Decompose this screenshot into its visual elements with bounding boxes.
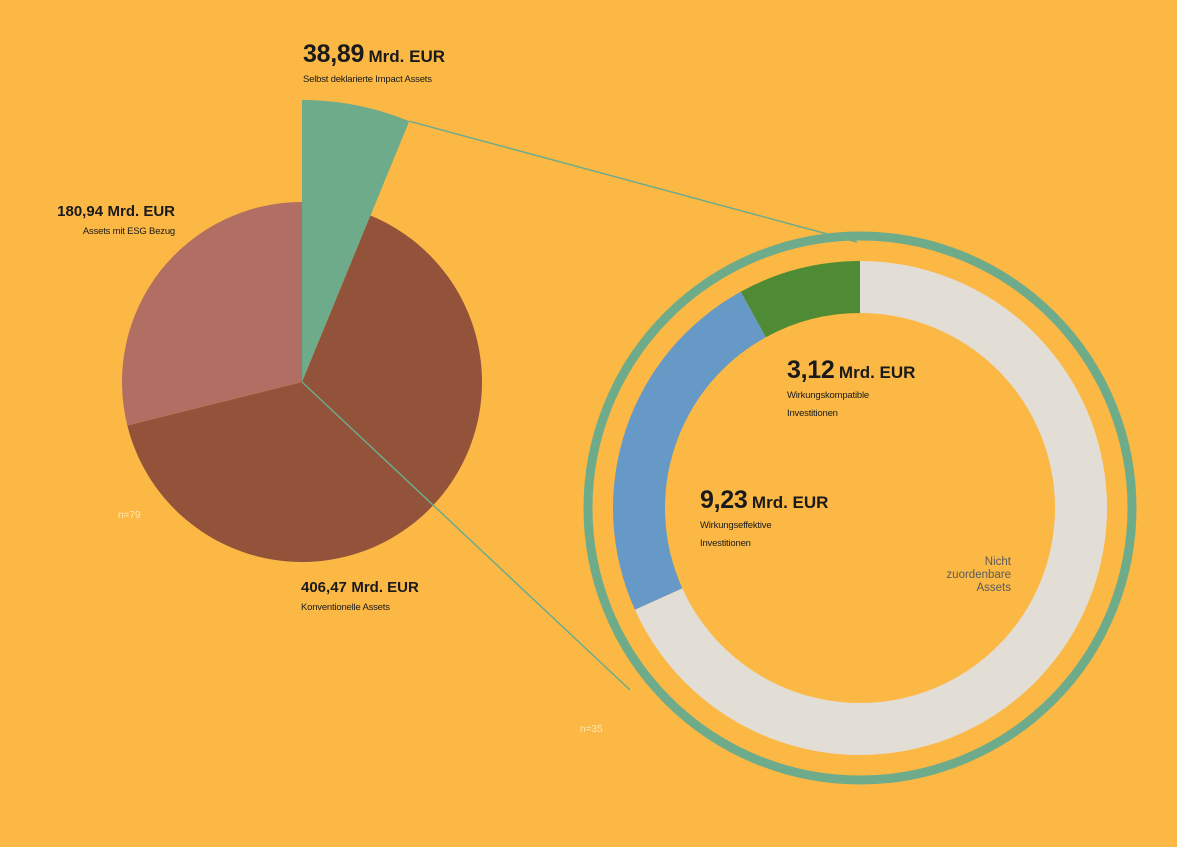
- connector-line-top: [409, 120, 858, 243]
- esg-value: 180,94: [57, 203, 104, 220]
- donut-segment-wirkungseffektive-investitionen: [613, 291, 766, 610]
- pie-slice-selbst-deklarierte-impact-assets: [302, 100, 410, 382]
- pie-slice-konventionelle-assets: [127, 215, 482, 562]
- impact-label: 38,89 Mrd. EUR Selbst deklarierte Impact…: [303, 40, 445, 87]
- kompatibel-label: 3,12 Mrd. EUR Wirkungskompatible Investi…: [787, 356, 915, 422]
- conv-label: 406,47 Mrd. EUR Konventionelle Assets: [301, 579, 419, 616]
- sample-size-left: n=79: [118, 510, 141, 521]
- effektiv-desc-2: Investitionen: [700, 538, 751, 550]
- donut-segment-wirkungskompatible-investitionen: [740, 261, 860, 338]
- impact-unit: Mrd. EUR: [368, 47, 446, 66]
- effektiv-value: 9,23: [700, 486, 748, 514]
- impact-desc: Selbst deklarierte Impact Assets: [303, 73, 432, 85]
- kompatibel-unit: Mrd. EUR: [838, 363, 916, 382]
- conv-desc: Konventionelle Assets: [301, 602, 390, 614]
- nicht-line-3: Assets: [976, 582, 1011, 595]
- effektiv-label: 9,23 Mrd. EUR Wirkungseffektive Investit…: [700, 486, 828, 552]
- impact-value: 38,89: [303, 40, 365, 68]
- effektiv-desc-1: Wirkungseffektive: [700, 519, 772, 531]
- nicht-line-2: zuordenbare: [946, 569, 1011, 582]
- esg-unit: Mrd. EUR: [107, 203, 176, 220]
- nicht-line-1: Nicht: [984, 556, 1011, 568]
- kompatibel-desc-1: Wirkungskompatible: [787, 389, 869, 401]
- conv-value: 406,47: [301, 579, 347, 596]
- conv-unit: Mrd. EUR: [351, 579, 419, 596]
- pie-slice-assets-mit-esg-bezug: [122, 202, 302, 426]
- kompatibel-value: 3,12: [787, 356, 835, 384]
- kompatibel-desc-2: Investitionen: [787, 408, 838, 420]
- sample-size-right: n=35: [580, 724, 603, 735]
- connector-line-bottom: [301, 381, 631, 691]
- esg-label: 180,94 Mrd. EUR Assets mit ESG Bezug: [47, 203, 175, 240]
- donut-outer-ring: [583, 231, 1137, 785]
- effektiv-unit: Mrd. EUR: [751, 493, 829, 512]
- nicht-label: Nicht zuordenbare Assets: [905, 556, 1011, 596]
- esg-desc: Assets mit ESG Bezug: [82, 226, 175, 238]
